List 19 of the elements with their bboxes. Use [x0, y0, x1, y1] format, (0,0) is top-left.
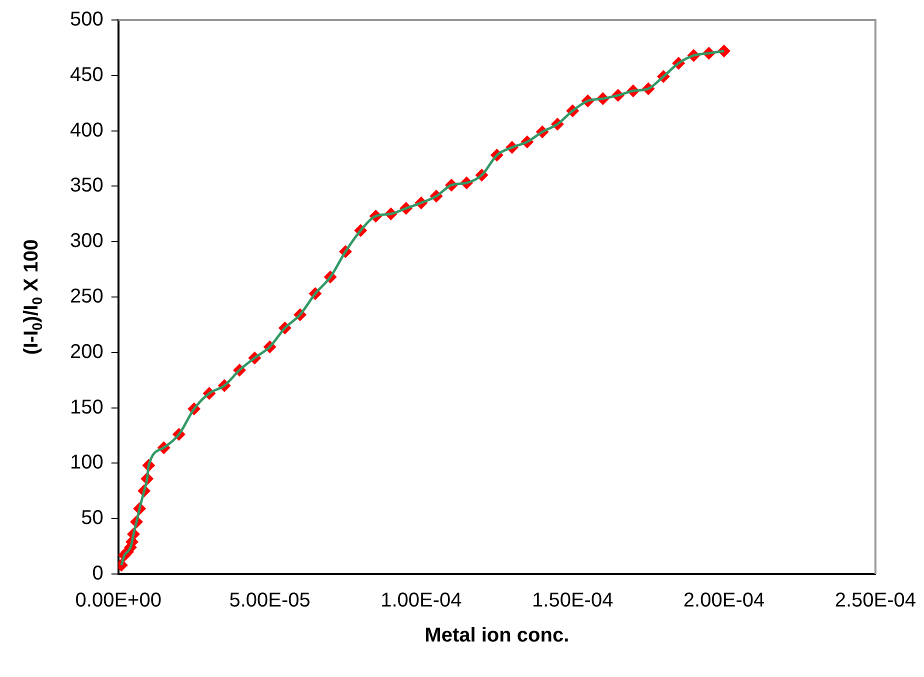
y-tick-label: 350: [70, 174, 104, 197]
x-tick-label: 2.00E-04: [683, 590, 765, 612]
y-axis-title: (I-I0)/I0 X 100: [20, 239, 45, 355]
y-tick-label: 250: [70, 286, 104, 308]
x-axis-title: Metal ion conc.: [424, 624, 570, 647]
x-tick-label: 0.00E+00: [75, 590, 162, 612]
y-tick-label: 400: [70, 119, 104, 142]
y-tick-label: 100: [70, 452, 104, 474]
y-tick-label: 450: [70, 64, 104, 86]
y-tick-label: 150: [70, 396, 104, 418]
x-tick-label: 1.00E-04: [380, 590, 462, 612]
x-tick-label: 2.50E-04: [834, 590, 916, 612]
y-tick-label: 0: [92, 562, 104, 585]
x-tick-label: 5.00E-05: [229, 590, 310, 612]
y-tick-label: 500: [70, 8, 104, 31]
y-tick-label: 200: [70, 340, 104, 363]
y-tick-label: 50: [81, 507, 104, 530]
y-tick-label: 300: [70, 230, 104, 252]
x-tick-label: 1.50E-04: [532, 590, 614, 612]
